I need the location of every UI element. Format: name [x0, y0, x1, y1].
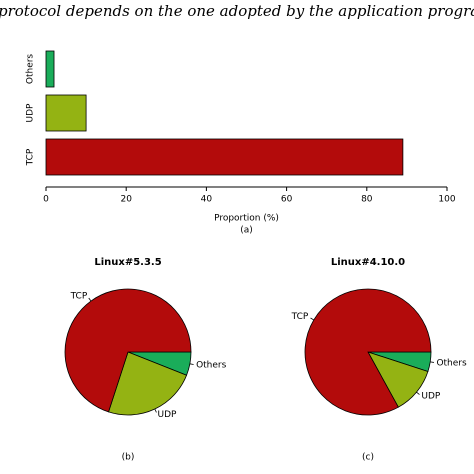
leader-line	[416, 391, 420, 395]
x-tick-label: 20	[120, 195, 132, 205]
pie-slice	[108, 351, 188, 416]
leader-line	[88, 297, 92, 302]
bar	[45, 138, 404, 176]
x-tick-label: 80	[361, 195, 373, 205]
y-tick-label: Others	[26, 54, 36, 85]
sublabel: (b)	[122, 453, 135, 463]
bar	[45, 94, 87, 132]
leader-line	[154, 408, 157, 413]
y-tick-label: TCP	[26, 148, 36, 166]
x-tick-label: 60	[281, 195, 293, 205]
slice-label: UDP	[158, 410, 178, 420]
slice-label: UDP	[421, 392, 441, 402]
y-tick-label: UDP	[26, 103, 36, 123]
x-axis-label: Proportion (%)	[214, 214, 279, 224]
x-tick-label: 100	[438, 195, 455, 205]
pie-title: Linux#4.10.0	[331, 257, 405, 268]
pie-title: Linux#5.3.5	[94, 257, 161, 268]
bar	[45, 50, 55, 88]
slice-label: Others	[436, 358, 467, 368]
pie-slice	[64, 288, 192, 413]
sublabel: (c)	[362, 453, 374, 463]
leader-line	[310, 317, 314, 321]
leader-line	[189, 363, 194, 365]
leader-line	[430, 361, 435, 363]
x-tick-label: 40	[201, 195, 213, 205]
caption: protocol depends on the one adopted by t…	[0, 2, 474, 20]
x-tick-label: 0	[43, 195, 49, 205]
sublabel: (a)	[240, 226, 253, 236]
slice-label: TCP	[70, 291, 88, 301]
slice-label: TCP	[291, 312, 309, 322]
slice-label: Others	[196, 360, 227, 370]
